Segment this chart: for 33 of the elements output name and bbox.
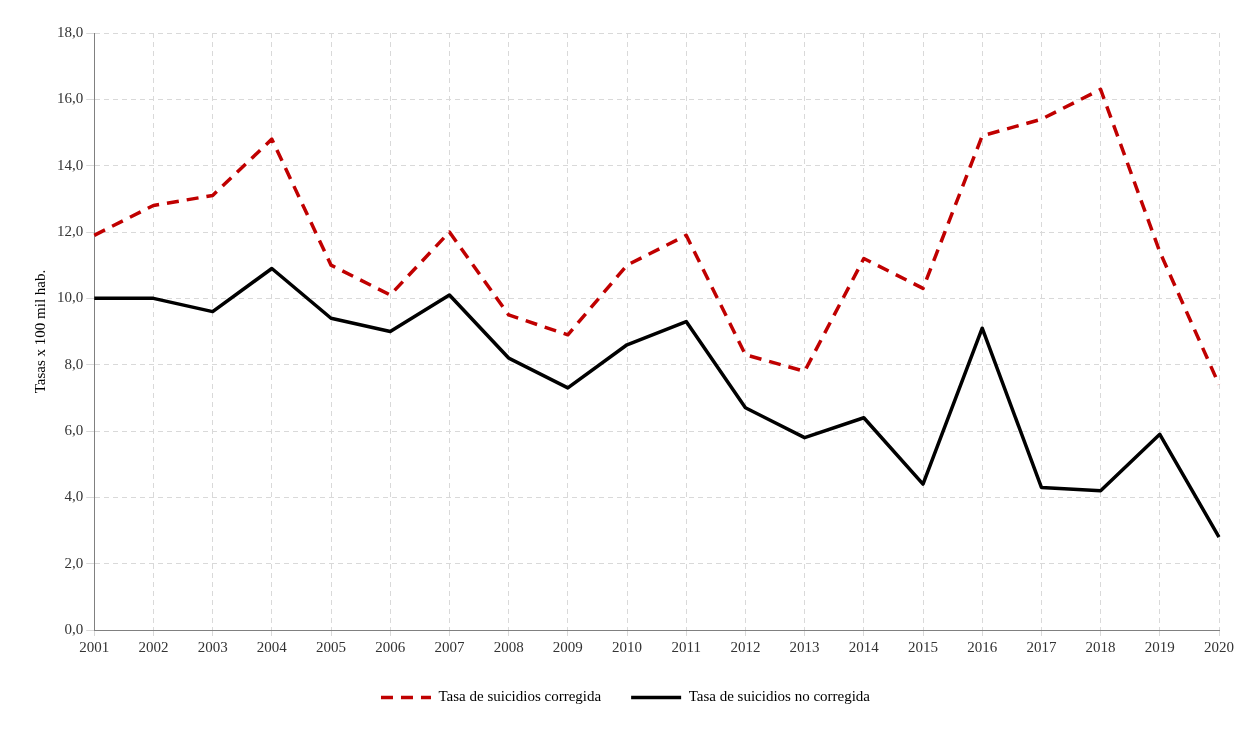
y-tick-label: 16,0 [57,90,84,107]
y-tick-label: 10,0 [57,289,84,306]
y-axis-title: Tasas x 100 mil hab. [31,269,48,394]
x-tick-label: 2011 [671,638,701,655]
y-tick-label: 0,0 [64,620,84,637]
x-tick-label: 2002 [138,638,169,655]
y-tick-label: 2,0 [64,554,84,571]
x-tick-label: 2004 [256,638,288,655]
y-tick-label: 12,0 [57,222,84,239]
x-tick-label: 2013 [789,638,820,655]
y-tick-label: 4,0 [64,488,84,505]
y-tick-label: 8,0 [64,355,84,372]
x-tick-label: 2003 [197,638,228,655]
y-tick-label: 6,0 [64,421,84,438]
x-tick-label: 2015 [908,638,939,655]
legend-label: Tasa de suicidios corregida [438,688,602,705]
y-tick-label: 14,0 [57,156,84,173]
x-tick-label: 2009 [552,638,583,655]
x-tick-label: 2019 [1144,638,1175,655]
x-tick-label: 2001 [79,638,110,655]
legend-label: Tasa de suicidios no corregida [688,688,871,705]
x-tick-label: 2016 [967,638,998,655]
x-tick-label: 2018 [1085,638,1116,655]
x-tick-label: 2012 [730,638,761,655]
x-tick-label: 2017 [1026,638,1057,655]
x-tick-label: 2007 [434,638,465,655]
x-tick-label: 2005 [316,638,347,655]
x-tick-label: 2010 [612,638,643,655]
x-tick-label: 2020 [1204,638,1234,655]
x-tick-label: 2008 [493,638,524,655]
x-tick-label: 2014 [848,638,880,655]
y-tick-label: 18,0 [57,23,84,40]
x-tick-label: 2006 [375,638,406,655]
